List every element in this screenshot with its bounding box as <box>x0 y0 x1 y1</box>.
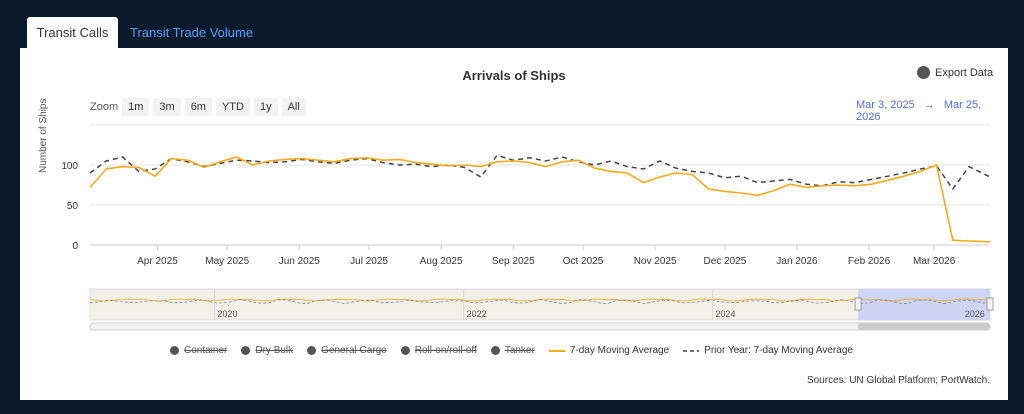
export-label: Export Data <box>935 66 994 79</box>
tab-transit-calls[interactable]: Transit Calls <box>27 17 118 48</box>
range-from[interactable]: Mar 3, 2025 <box>856 99 915 111</box>
legend-dashed-line-icon <box>683 349 700 352</box>
navigator-scrollbar-track <box>89 322 991 331</box>
zoom-1y-button[interactable]: 1y <box>253 98 278 116</box>
tab-transit-trade-volume[interactable]: Transit Trade Volume <box>130 25 254 40</box>
legend-dot-icon <box>307 346 317 355</box>
zoom-controls: Zoom 1m 3m 6m YTD 1y All <box>90 98 306 116</box>
range-to[interactable]: Mar 25, 2026 <box>856 99 982 123</box>
y-tick-label: 100 <box>61 161 78 172</box>
chart-panel: Arrivals of Ships Export Data Zoom 1m 3m… <box>20 48 1008 400</box>
x-tick-label: Jun 2025 <box>279 256 321 267</box>
legend-item-roro[interactable]: Roll-on/roll-off <box>400 345 477 356</box>
y-tick-label: 0 <box>72 241 78 252</box>
x-tick-label: Mar 2026 <box>913 256 956 267</box>
navigator-year-label: 2020 <box>217 309 237 319</box>
legend-item-tanker[interactable]: Tanker <box>490 345 535 356</box>
x-tick-label: Dec 2025 <box>703 256 746 267</box>
zoom-ytd-button[interactable]: YTD <box>215 98 250 116</box>
legend-dot-icon <box>400 346 410 355</box>
navigator-background <box>89 288 991 321</box>
y-axis-ticks: 0 50 100 <box>61 161 78 252</box>
export-icon <box>917 66 930 79</box>
chart-title: Arrivals of Ships <box>462 68 566 83</box>
series-lines <box>89 154 991 243</box>
x-axis-ticks: Apr 2025 May 2025 Jun 2025 Jul 2025 Aug 2025… <box>137 245 956 267</box>
legend-item-dry-bulk[interactable]: Dry Bulk <box>241 345 293 356</box>
navigator-selection <box>858 289 990 320</box>
legend-dot-icon <box>241 346 251 355</box>
zoom-3m-button[interactable]: 3m <box>153 98 181 116</box>
x-tick-label: Nov 2025 <box>634 256 677 267</box>
export-data-button[interactable]: Export Data <box>917 66 993 79</box>
zoom-6m-button[interactable]: 6m <box>184 98 212 116</box>
series-line-7day-ma <box>89 156 991 243</box>
sources-note: Sources: UN Global Platform; PortWatch. <box>806 375 990 386</box>
zoom-1m-button[interactable]: 1m <box>122 98 150 116</box>
date-range: Mar 3, 2025 → Mar 25, 2026 <box>856 99 1008 123</box>
x-tick-label: Jul 2025 <box>350 256 388 267</box>
legend-dot-icon <box>490 346 500 355</box>
navigator-year-label: 2024 <box>716 309 736 319</box>
x-tick-label: May 2025 <box>205 256 249 267</box>
x-tick-label: Feb 2026 <box>848 256 891 267</box>
legend-item-container[interactable]: Container <box>170 345 227 356</box>
x-tick-label: Oct 2025 <box>563 256 604 267</box>
series-line-prior-year <box>89 154 991 191</box>
navigator-handle-right <box>986 297 994 311</box>
x-tick-label: Sep 2025 <box>492 256 535 267</box>
legend-item-general-cargo[interactable]: General Cargo <box>307 345 387 356</box>
navigator-line-prior-year <box>89 299 991 304</box>
zoom-all-button[interactable]: All <box>281 98 306 116</box>
navigator-scrollbar-thumb <box>858 323 990 330</box>
zoom-label: Zoom <box>90 101 119 113</box>
y-tick-label: 50 <box>67 201 79 212</box>
range-arrow: → <box>923 99 935 111</box>
legend-dot-icon <box>170 346 179 355</box>
navigator-year-label: 2022 <box>467 309 487 319</box>
legend: Container Dry Bulk General Cargo Roll-on… <box>170 345 853 356</box>
navigator-year-label: 2026 <box>965 309 985 319</box>
x-tick-label: Jan 2026 <box>776 256 818 267</box>
x-tick-label: Apr 2025 <box>137 256 178 267</box>
x-tick-label: Aug 2025 <box>420 256 463 267</box>
legend-line-icon <box>548 349 565 352</box>
legend-item-7day-ma[interactable]: 7-day Moving Average <box>548 345 669 356</box>
legend-item-prior-year[interactable]: Prior Year: 7-day Moving Average <box>683 345 853 356</box>
navigator[interactable]: 2020 2022 2024 2026 <box>89 288 994 331</box>
navigator-handle-left <box>854 297 862 311</box>
